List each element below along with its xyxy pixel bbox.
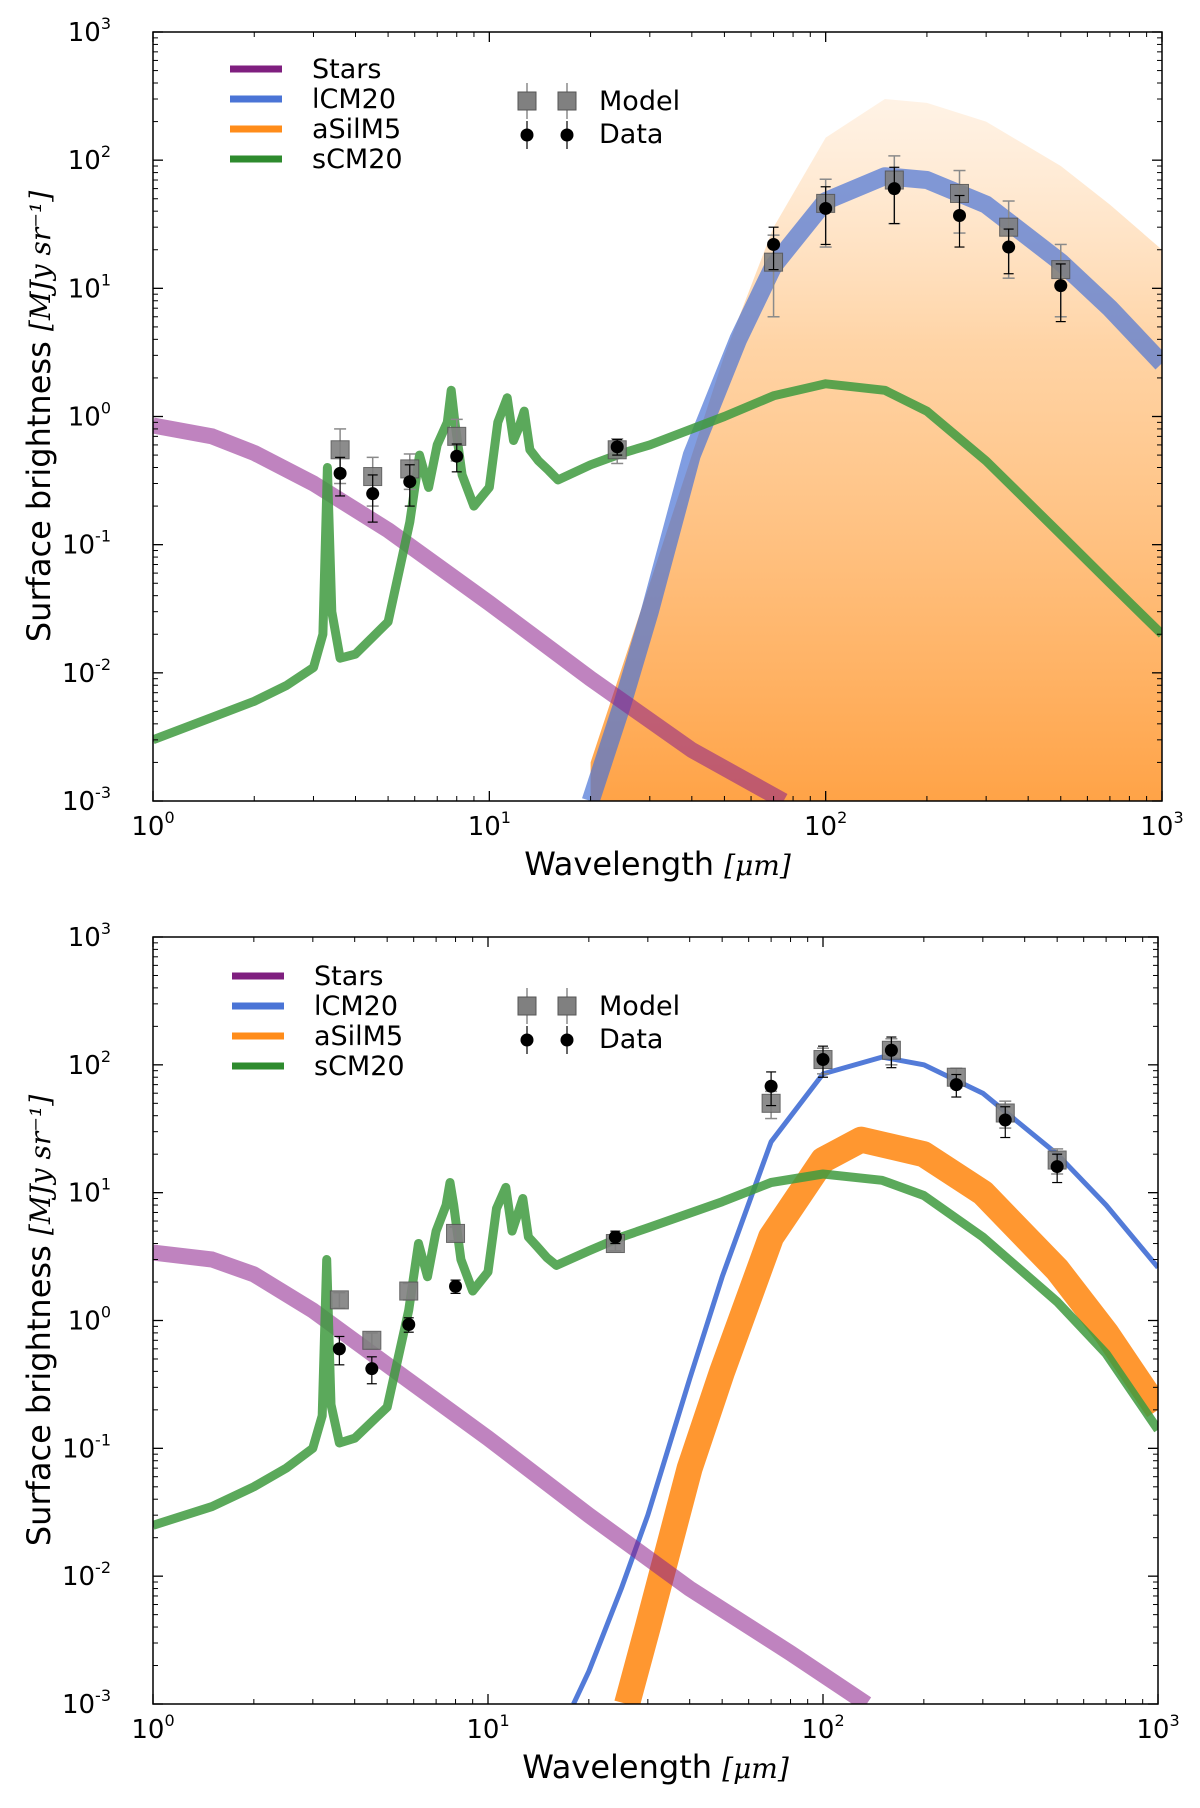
data-point	[610, 440, 624, 454]
y-tick-label: 10-3	[62, 783, 111, 817]
legend-model-marker	[517, 996, 537, 1016]
y-tick-label: 101	[68, 270, 111, 304]
legend-label-sCM20: sCM20	[314, 1051, 405, 1082]
legend-label-lCM20: lCM20	[312, 84, 396, 115]
legend-label-Stars: Stars	[312, 54, 381, 85]
bottom-panel: 100 101 102 103 10-3 10-2 10-1 100 101 102 103 Wave…	[20, 919, 1180, 1786]
legend-label-aSilM5: aSilM5	[312, 114, 401, 145]
legend-label-Model: Model	[599, 991, 680, 1022]
y-tick-label: 10-3	[62, 1686, 111, 1720]
legend-label-Data: Data	[599, 1024, 663, 1055]
y-axis-label: Surface brightness [MJy sr⁻¹]	[20, 191, 58, 642]
legend-data-marker	[560, 128, 574, 142]
legend-label-Model: Model	[599, 86, 680, 117]
x-axis-label: Wavelength [μm]	[524, 845, 791, 883]
data-point	[1054, 279, 1068, 293]
y-tick-label: 10-1	[62, 1430, 111, 1464]
y-tick-label: 100	[68, 1303, 111, 1337]
x-tick-label: 100	[131, 1711, 174, 1745]
data-point	[764, 1079, 778, 1093]
y-tick-label: 103	[68, 14, 111, 48]
legend-model-marker	[557, 91, 577, 111]
data-point	[403, 475, 417, 489]
legend-label-lCM20: lCM20	[314, 991, 398, 1022]
data-point	[449, 1279, 463, 1293]
x-tick-label: 100	[131, 808, 174, 842]
legend-data-marker	[520, 128, 534, 142]
series-aSilM5	[590, 99, 1162, 801]
model-point	[399, 1281, 419, 1301]
y-axis-label: Surface brightness [MJy sr⁻¹]	[20, 1095, 58, 1546]
data-point	[402, 1318, 416, 1332]
data-point	[819, 201, 833, 215]
top-panel: 100 101 102 103 10-3 10-2 10-1 100 101 102 103 Wave…	[20, 14, 1184, 883]
y-tick-label: 10-1	[62, 527, 111, 561]
model-point	[447, 426, 467, 446]
series-Stars	[153, 1244, 872, 1704]
data-point	[816, 1053, 830, 1067]
x-tick-label: 103	[1140, 808, 1183, 842]
legend-model-marker	[557, 996, 577, 1016]
x-tick-label: 101	[468, 808, 511, 842]
data-point	[998, 1113, 1012, 1127]
x-axis-label: Wavelength [μm]	[522, 1748, 789, 1786]
data-point	[450, 449, 464, 463]
legend-label-aSilM5: aSilM5	[314, 1021, 403, 1052]
model-point	[330, 440, 350, 460]
series-sCM20	[153, 1169, 1158, 1530]
data-point	[884, 1043, 898, 1057]
legend-model-marker	[517, 91, 537, 111]
plot-area	[153, 1036, 1158, 1704]
data-point	[953, 209, 967, 223]
data-point	[366, 487, 380, 501]
model-point	[446, 1223, 466, 1243]
y-tick-label: 100	[68, 399, 111, 433]
y-tick-label: 10-2	[62, 655, 111, 689]
data-point	[1050, 1160, 1064, 1174]
series-aSilM5	[614, 1126, 1158, 1704]
data-point	[608, 1230, 622, 1244]
series-sCM20	[153, 379, 1162, 745]
legend-label-Stars: Stars	[314, 961, 383, 992]
y-tick-label: 102	[68, 142, 111, 176]
y-tick-label: 102	[68, 1047, 111, 1081]
data-point	[949, 1078, 963, 1092]
y-tick-label: 101	[68, 1175, 111, 1209]
legend-label-Data: Data	[599, 119, 663, 150]
legend-data-marker	[560, 1033, 574, 1047]
model-point	[362, 1330, 382, 1350]
series-Stars	[153, 417, 788, 801]
x-tick-label: 101	[466, 1711, 509, 1745]
data-point	[333, 466, 347, 480]
x-tick-label: 103	[1136, 1711, 1179, 1745]
data-point	[1002, 240, 1016, 254]
data-point	[365, 1362, 379, 1376]
legend-data-marker	[520, 1033, 534, 1047]
y-tick-label: 103	[68, 919, 111, 953]
plot-area	[153, 99, 1162, 801]
data-point	[767, 237, 781, 251]
x-tick-label: 102	[804, 808, 847, 842]
legend-label-sCM20: sCM20	[312, 144, 403, 175]
data-point	[887, 182, 901, 196]
series-lCM20	[571, 1054, 1158, 1704]
data-point	[332, 1342, 346, 1356]
model-point	[329, 1290, 349, 1310]
y-tick-label: 10-2	[62, 1558, 111, 1592]
x-tick-label: 102	[801, 1711, 844, 1745]
